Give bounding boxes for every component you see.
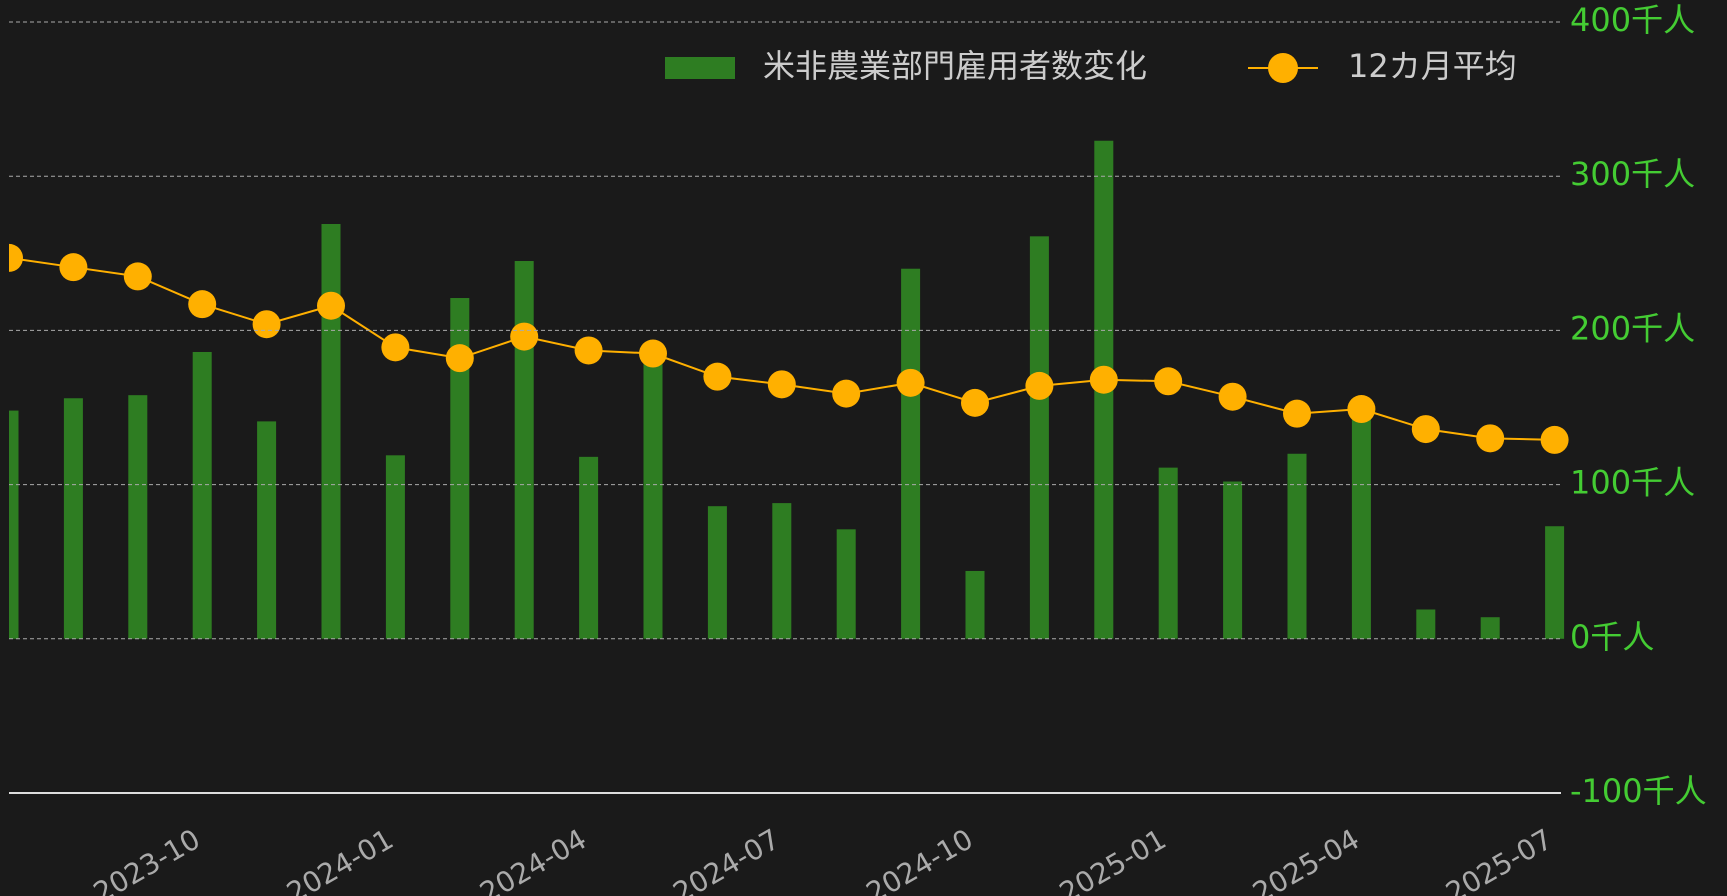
line-marker <box>703 362 732 391</box>
x-tick-label: 2025-07 <box>1440 822 1558 896</box>
line-marker <box>896 368 925 397</box>
line-marker <box>1218 382 1247 411</box>
bar <box>1029 236 1049 639</box>
y-tick-label: 200千人 <box>1570 309 1695 347</box>
bar <box>579 456 599 639</box>
line-marker <box>1025 371 1054 400</box>
line-marker <box>188 290 217 319</box>
plot-area <box>9 140 1569 639</box>
bar <box>192 351 212 639</box>
line-marker <box>1540 425 1569 454</box>
bar <box>643 355 663 639</box>
line-marker <box>1089 365 1118 394</box>
bar <box>1158 467 1178 639</box>
line-marker <box>639 339 667 368</box>
x-tick-label: 2024-04 <box>474 822 592 896</box>
bar <box>836 529 856 639</box>
line-marker <box>445 344 474 373</box>
line-marker <box>123 262 152 291</box>
line-marker <box>252 310 281 339</box>
bar <box>1287 453 1307 639</box>
line-marker <box>381 333 410 362</box>
y-tick-label: 100千人 <box>1570 464 1695 502</box>
bar <box>321 224 341 639</box>
bar <box>257 421 277 639</box>
line-marker <box>59 253 88 282</box>
legend-swatch <box>665 57 735 79</box>
legend-swatch-marker <box>1268 53 1298 83</box>
x-tick-label: 2025-01 <box>1054 822 1172 896</box>
bar <box>901 268 921 639</box>
line-marker <box>832 379 861 408</box>
line-marker <box>1154 367 1183 396</box>
y-tick-label: -100千人 <box>1570 772 1707 810</box>
y-tick-label: 300千人 <box>1570 155 1695 193</box>
y-tick-label: 0千人 <box>1570 618 1654 656</box>
line-marker <box>1283 399 1311 428</box>
line-marker <box>1411 415 1440 444</box>
line-marker <box>961 388 989 417</box>
x-tick-label: 2024-10 <box>861 822 979 896</box>
bar <box>965 570 985 639</box>
line-marker <box>1347 395 1376 424</box>
line-marker <box>510 322 539 351</box>
bar <box>9 410 19 639</box>
bar <box>772 503 792 639</box>
line-marker <box>767 370 796 399</box>
bar <box>707 506 727 639</box>
line-marker <box>317 291 345 320</box>
bar <box>514 261 534 639</box>
bar <box>1480 617 1500 639</box>
x-tick-label: 2025-04 <box>1247 822 1365 896</box>
bar <box>128 395 148 639</box>
bar <box>1545 526 1565 639</box>
legend-label: 12カ月平均 <box>1348 47 1517 85</box>
bar <box>1351 412 1371 639</box>
bar <box>1416 609 1436 639</box>
x-tick-label: 2023-10 <box>88 822 206 896</box>
bar <box>63 398 83 639</box>
line <box>9 256 1555 441</box>
bar <box>1223 481 1243 639</box>
x-tick-label: 2024-01 <box>281 822 399 896</box>
line-marker <box>574 336 603 365</box>
line-marker <box>1476 424 1505 453</box>
bar <box>385 455 405 639</box>
bar <box>450 298 470 639</box>
x-tick-label: 2024-07 <box>667 822 785 896</box>
y-tick-label: 400千人 <box>1570 1 1695 39</box>
legend-label: 米非農業部門雇用者数変化 <box>763 47 1147 85</box>
line-marker <box>9 243 23 272</box>
